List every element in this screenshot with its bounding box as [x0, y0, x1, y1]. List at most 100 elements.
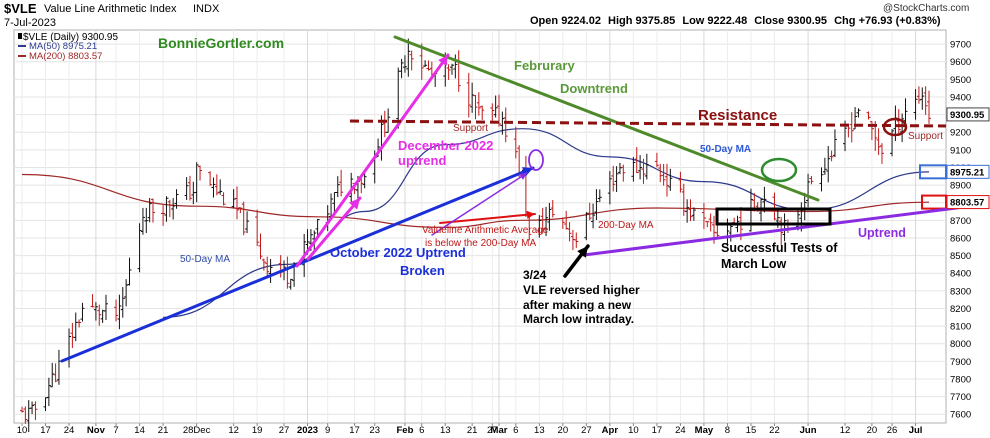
vla-arrowhead — [526, 210, 535, 219]
low-value: 9222.48 — [707, 15, 748, 27]
x-tick-label: Feb — [397, 425, 414, 436]
x-tick-label: 17 — [652, 425, 663, 436]
x-tick-label: 12 — [840, 425, 851, 436]
exchange-label: INDX — [193, 3, 220, 15]
ma50-value-box — [946, 164, 990, 179]
ma200-highlight-box — [921, 194, 947, 210]
x-tick-label: 19 — [252, 425, 263, 436]
x-tick-label: 20 — [558, 425, 569, 436]
x-tick-label: 27 — [487, 425, 498, 436]
x-tick-label: 22 — [769, 425, 780, 436]
chg-value: +76.93 (+0.83%) — [858, 15, 941, 27]
chg-label: Chg — [834, 15, 856, 27]
x-tick-label: 24 — [64, 425, 75, 436]
y-tick-label: 8600 — [950, 233, 971, 244]
x-tick-label: 10 — [628, 425, 639, 436]
ma50-value-label: 8975.21 — [950, 167, 985, 178]
y-tick-label: 8000 — [950, 339, 971, 350]
x-tick-label: Nov — [87, 425, 106, 436]
note-label-1: 3/24 — [523, 268, 547, 282]
december-label-1: December 2022 — [398, 138, 493, 153]
purple-arrowhead — [519, 173, 527, 180]
support-left-label: Support — [453, 123, 488, 134]
ma200-value-box — [946, 195, 990, 210]
support-circle — [882, 117, 908, 137]
uptrend-label: Uptrend — [858, 226, 906, 240]
resistance-line — [349, 119, 947, 128]
y-tick-label: 7700 — [950, 392, 971, 403]
x-tick-label: 6 — [419, 425, 424, 436]
y-tick-label: 9100 — [950, 145, 971, 156]
close-value-box — [946, 107, 990, 122]
x-tick-label: May — [695, 425, 714, 436]
resistance-label: Resistance — [698, 107, 777, 124]
ma50-mid-label: 50-Day MA — [700, 144, 751, 155]
ma50-highlight-box — [919, 164, 947, 180]
x-tick-label: 23 — [369, 425, 380, 436]
x-tick-label: Mar — [491, 425, 508, 436]
y-tick-label: 8300 — [950, 286, 971, 297]
december-label-2: uptrend — [398, 153, 446, 168]
y-tick-label: 8200 — [950, 304, 971, 315]
october-uptrend-arrowhead — [522, 167, 533, 177]
october-label-1: October 2022 Uptrend — [330, 245, 466, 260]
legend-ma200: MA(200) 8803.57 — [29, 51, 102, 62]
vla-label-2: is below the 200-Day MA — [425, 238, 536, 249]
x-tick-label: 27 — [279, 425, 290, 436]
note-label-2: VLE reversed higher — [523, 283, 640, 297]
y-tick-label: 9600 — [950, 57, 971, 68]
chart-title: Value Line Arithmetic Index — [44, 3, 177, 15]
successful-tests-box — [715, 207, 832, 226]
february-downtrend-line — [393, 35, 820, 202]
x-tick-label: 15 — [746, 425, 757, 436]
x-tick-label: Jun — [800, 425, 817, 436]
x-tick-label: 21 — [158, 425, 169, 436]
ma50-left-label: 50-Day MA — [180, 254, 230, 265]
y-tick-label: 7900 — [950, 357, 971, 368]
successful-label-2: March Low — [721, 257, 787, 271]
open-label: Open — [530, 15, 559, 27]
brand-label: BonnieGortler.com — [158, 35, 284, 51]
x-tick-label: 26 — [887, 425, 898, 436]
y-tick-label: 8900 — [950, 181, 971, 192]
annotations: BonnieGortler.com Februrary Downtrend Resis… — [60, 35, 990, 363]
december-uptrend-arrow — [306, 196, 362, 261]
high-value: 9375.85 — [635, 15, 676, 27]
y-tick-label: 9700 — [950, 40, 971, 51]
x-tick-label: 13 — [440, 425, 451, 436]
y-tick-label: 7600 — [950, 410, 971, 421]
y-tick-label: 8700 — [950, 216, 971, 227]
low-label: Low — [682, 15, 705, 27]
legend-ma50: MA(50) 8975.21 — [29, 41, 97, 52]
x-tick-label: 24 — [675, 425, 686, 436]
x-tick-label: Jul — [909, 425, 923, 436]
x-tick-label: 7 — [113, 425, 118, 436]
x-tick-label: 20 — [867, 425, 878, 436]
x-tick-label: 17 — [349, 425, 360, 436]
purple-arrow — [431, 172, 528, 236]
october-label-2: Broken — [400, 263, 445, 278]
close-value-label: 9300.95 — [950, 110, 985, 121]
ohlc-readout: Open 9224.02 High 9375.85 Low 9222.48 Cl… — [530, 15, 941, 27]
ma200-line — [21, 173, 930, 229]
open-value: 9224.02 — [561, 15, 601, 27]
chart-symbol: $VLE — [4, 1, 37, 16]
march24-arrowhead — [577, 246, 588, 258]
x-tick-label: 28Dec — [183, 425, 211, 436]
x-tick-label: 12 — [228, 425, 239, 436]
december-uptrend-arrow-head — [348, 198, 360, 210]
successful-label-1: Successful Tests of — [721, 241, 838, 255]
x-tick-label: 8 — [725, 425, 730, 436]
close-value: 9300.95 — [787, 15, 828, 27]
y-tick-label: 8500 — [950, 251, 971, 262]
y-axis: 7600 7700 7800 7900 8000 8100 8200 8300 8400 8500… — [946, 40, 990, 421]
march-uptrend-line — [582, 202, 990, 257]
x-tick-label: 9 — [325, 425, 330, 436]
ma200-value-label: 8803.57 — [950, 198, 984, 209]
february-label: Februrary — [514, 58, 575, 73]
x-tick-label: 10 — [17, 425, 28, 436]
x-tick-label: 27 — [581, 425, 592, 436]
plot-area — [13, 29, 947, 424]
